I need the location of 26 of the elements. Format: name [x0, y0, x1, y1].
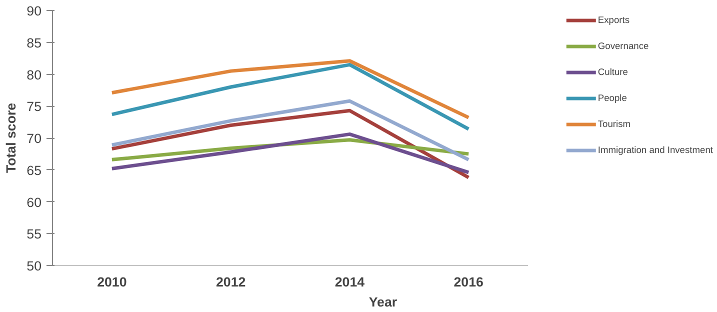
y-tick-label: 85: [26, 35, 42, 50]
legend-label: Governance: [598, 41, 649, 51]
legend-label: Exports: [598, 15, 630, 25]
legend-label: Immigration and Investment: [598, 145, 713, 155]
line-series: [110, 99, 470, 162]
x-tick-label: 2014: [334, 274, 366, 290]
line-series: [110, 59, 470, 120]
x-axis-title: Year: [368, 294, 398, 310]
y-axis-title: Total score: [4, 102, 19, 174]
y-tick-label: 60: [26, 194, 42, 210]
y-tick-label: 70: [26, 131, 42, 146]
y-tick-label: 55: [26, 226, 42, 242]
line-series: [110, 132, 470, 174]
y-tick-label: 65: [26, 162, 42, 178]
y-tick-label: 80: [26, 67, 42, 82]
y-tick-label: 50: [26, 258, 42, 274]
line-series: [110, 62, 470, 131]
legend-label: Culture: [598, 67, 628, 77]
y-tick-label: 90: [26, 4, 42, 18]
line-series: [110, 108, 470, 180]
x-tick-label: 2016: [454, 274, 484, 290]
legend-label: Tourism: [598, 119, 631, 129]
x-tick-label: 2012: [216, 274, 246, 290]
legend-label: People: [598, 93, 627, 103]
x-tick-label: 2010: [97, 274, 127, 290]
y-tick-label: 75: [26, 99, 42, 114]
